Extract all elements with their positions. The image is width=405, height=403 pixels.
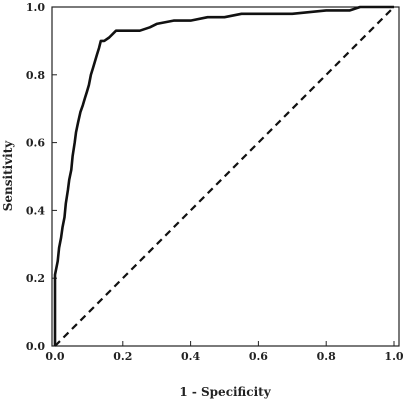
x-axis-ticks: 0.0 0.2 0.4 0.6 0.8 1.0 [45,341,404,363]
y-axis-ticks: 0.0 0.2 0.4 0.6 0.8 1.0 [26,1,57,353]
y-tick-label: 0.8 [26,69,45,82]
plot-frame [51,6,400,347]
series-layer [53,5,395,347]
x-tick-label: 1.0 [384,350,403,363]
y-tick-label: 0.6 [26,137,45,150]
y-tick-label: 0.0 [26,340,45,353]
x-tick-label: 0.0 [45,350,64,363]
x-tick-label: 0.6 [249,350,268,363]
y-tick-label: 0.4 [26,204,45,217]
roc-curve-line [53,5,394,346]
y-tick-label: 0.2 [26,272,45,285]
y-axis-title: Sensitivity [1,140,15,212]
x-tick-label: 0.4 [181,350,200,363]
x-tick-label: 0.8 [317,350,336,363]
reference-diagonal-line [54,6,395,347]
x-axis-title: 1 - Specificity [179,385,271,399]
x-tick-label: 0.2 [113,350,132,363]
y-tick-label: 1.0 [26,1,45,14]
